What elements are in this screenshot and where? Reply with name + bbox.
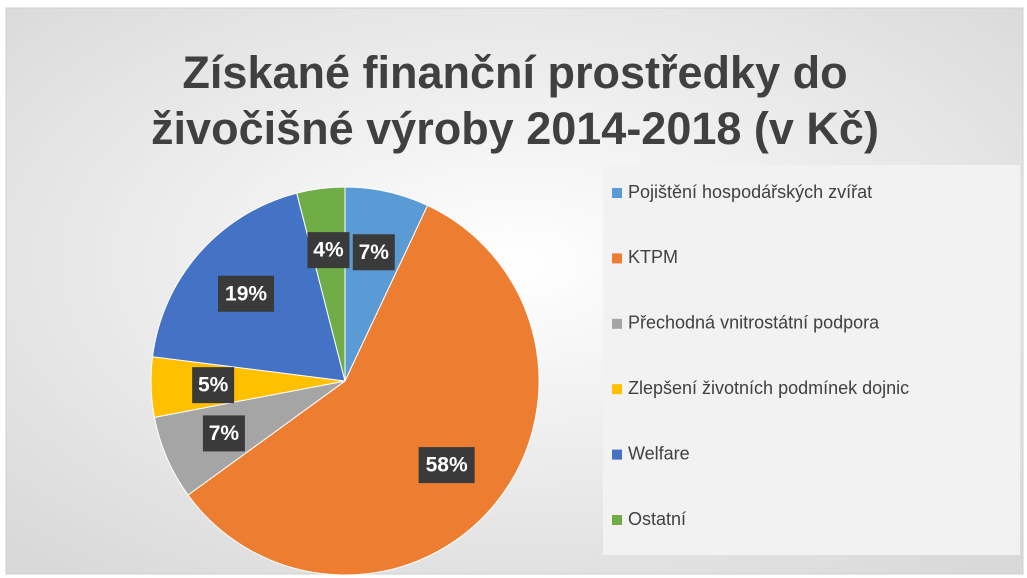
legend-swatch <box>612 318 622 329</box>
data-label-box <box>307 232 350 269</box>
data-label: 7% <box>209 422 240 445</box>
chart-title: Získané finanční prostředky do <box>182 47 847 98</box>
data-label-box <box>352 234 395 271</box>
legend-swatch <box>612 253 622 264</box>
data-label-box <box>192 367 235 404</box>
legend-swatch <box>612 515 622 525</box>
data-label-box <box>218 275 275 312</box>
data-label: 19% <box>225 282 267 305</box>
legend-label: Přechodná vnitrostátní podpora <box>628 313 880 333</box>
legend-swatch <box>612 449 622 460</box>
data-label-box <box>418 447 475 484</box>
chart-title: živočišné výroby 2014-2018 (v Kč) <box>151 103 879 154</box>
legend-label: Zlepšení životních podmínek dojnic <box>628 378 909 398</box>
data-label: 5% <box>198 374 229 397</box>
data-label: 58% <box>426 454 468 477</box>
legend-box <box>603 165 1020 555</box>
legend-label: Ostatní <box>628 509 686 529</box>
legend-swatch <box>612 384 622 395</box>
legend-swatch <box>612 188 622 198</box>
legend-label: Welfare <box>628 443 690 463</box>
legend-label: Pojištění hospodářských zvířat <box>628 182 872 202</box>
data-label-box <box>202 415 245 452</box>
legend-label: KTPM <box>628 247 678 267</box>
data-label: 4% <box>313 239 344 262</box>
data-label: 7% <box>359 241 390 264</box>
